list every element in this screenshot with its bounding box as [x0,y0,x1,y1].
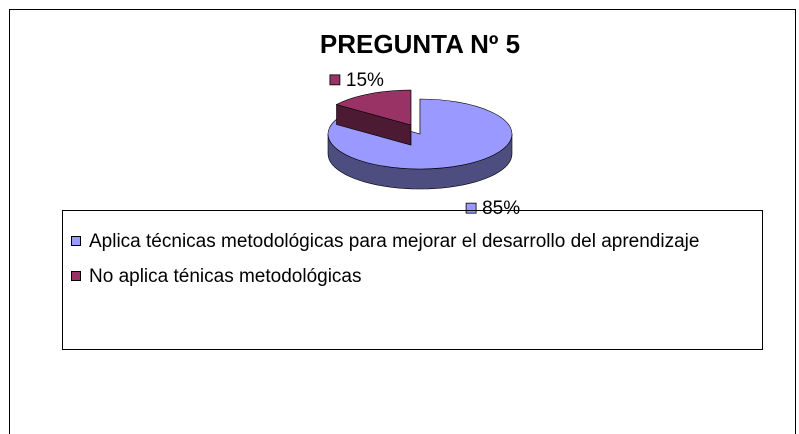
slice-top [335,89,412,126]
legend-swatch [71,271,81,281]
slice [335,89,412,146]
legend-swatch [71,236,81,246]
label-swatch [465,202,477,214]
data-label: 15% [346,70,384,91]
legend-item: No aplica ténicas metodológicas [71,264,749,289]
legend-item: Aplica técnicas metodológicas para mejor… [71,229,749,254]
legend: Aplica técnicas metodológicas para mejor… [62,210,763,350]
label-swatch [329,74,341,86]
legend-label: No aplica ténicas metodológicas [89,266,362,287]
slice-top [327,98,513,170]
chart-frame [9,9,796,434]
chart-title: PREGUNTA Nº 5 [320,29,520,59]
data-label: 85% [482,198,520,219]
legend-label: Aplica técnicas metodológicas para mejor… [89,231,700,252]
